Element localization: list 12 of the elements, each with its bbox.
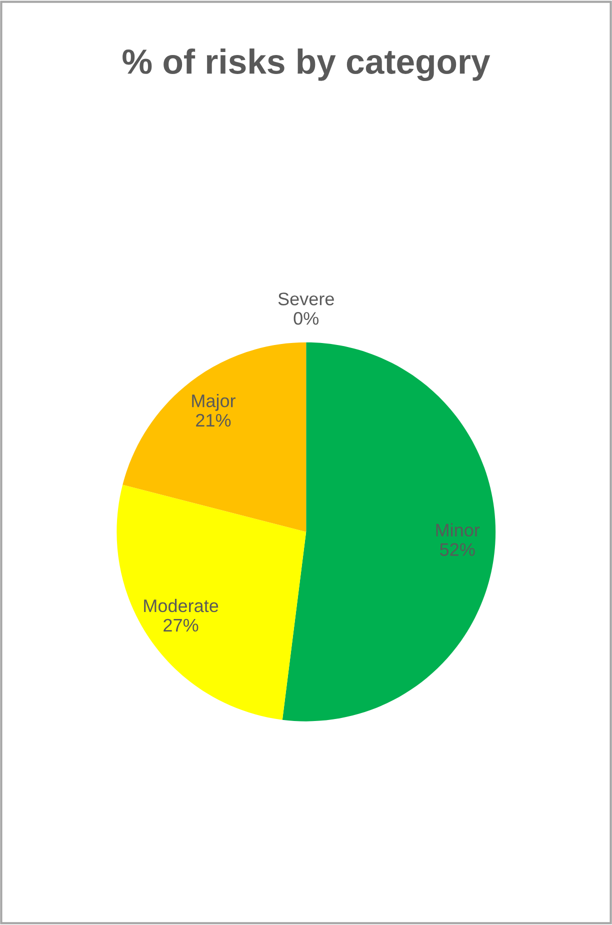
slice-label: Major <box>192 394 236 411</box>
data-label: 21% <box>196 414 231 427</box>
data-label: 52% <box>440 543 475 556</box>
text: 0% <box>294 312 319 325</box>
slice-label: Moderate <box>144 598 218 612</box>
category-label: Severe <box>278 292 334 306</box>
pie-slice <box>282 342 496 722</box>
slice-label: Minor <box>436 523 480 537</box>
chart-title: % of risks by category <box>122 48 490 82</box>
data-label: 27% <box>164 618 198 632</box>
pie-slice <box>122 342 306 532</box>
pie-slice <box>116 484 306 720</box>
